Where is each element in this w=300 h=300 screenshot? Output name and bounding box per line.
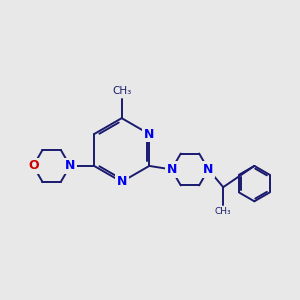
Text: N: N bbox=[116, 175, 127, 188]
Text: N: N bbox=[144, 128, 154, 141]
Text: N: N bbox=[203, 163, 214, 176]
Text: CH₃: CH₃ bbox=[215, 207, 232, 216]
Text: N: N bbox=[65, 159, 75, 172]
Text: CH₃: CH₃ bbox=[112, 86, 131, 96]
Text: O: O bbox=[28, 159, 39, 172]
Text: N: N bbox=[167, 163, 177, 176]
